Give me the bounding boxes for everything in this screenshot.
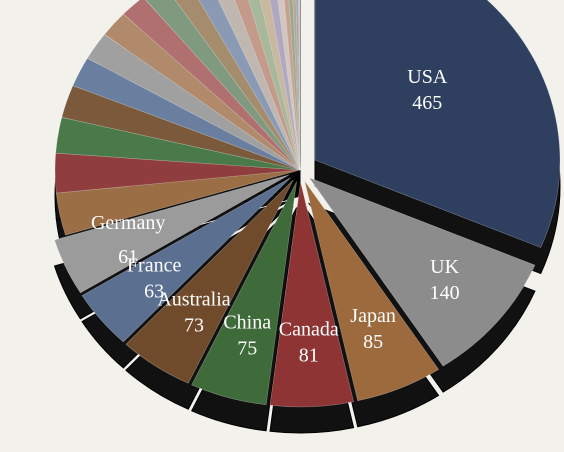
- slice-label: Japan: [350, 305, 396, 327]
- slice: [292, 0, 301, 171]
- slice: [269, 181, 354, 408]
- slice-value: 85: [363, 331, 383, 353]
- slice-label: France: [127, 255, 182, 277]
- slice-side: [205, 0, 301, 197]
- slice: [55, 169, 301, 236]
- slice-value: 140: [430, 282, 460, 304]
- slice-value: 63: [144, 281, 164, 303]
- slice: [54, 174, 290, 294]
- slice: [122, 0, 301, 171]
- slice-value: 61: [118, 246, 138, 268]
- slice-label: UK: [430, 256, 459, 278]
- slice: [277, 0, 301, 171]
- slice-label: China: [223, 312, 271, 334]
- slice-value: 81: [299, 344, 319, 366]
- slice-label: USA: [407, 66, 448, 88]
- slice: [61, 85, 301, 171]
- slice-value: 465: [412, 92, 442, 114]
- slice: [86, 33, 301, 171]
- slice: [295, 0, 301, 171]
- slice: [72, 57, 301, 171]
- slice: [55, 116, 301, 171]
- slice: [104, 13, 301, 171]
- slice: [248, 0, 301, 171]
- slice: [198, 0, 301, 171]
- slice-value: 73: [184, 314, 204, 336]
- slice: [298, 0, 301, 171]
- slice-value: 75: [237, 338, 257, 360]
- slice: [191, 181, 297, 406]
- slice: [304, 180, 440, 402]
- slice-label: Australia: [157, 288, 230, 310]
- slice: [81, 177, 291, 343]
- slice: [125, 179, 294, 384]
- slice: [54, 152, 301, 194]
- slice: [218, 0, 301, 171]
- slice-label: Germany: [91, 212, 165, 234]
- slice: [308, 177, 536, 367]
- slice: [314, 0, 561, 248]
- slice-label: Canada: [279, 318, 339, 340]
